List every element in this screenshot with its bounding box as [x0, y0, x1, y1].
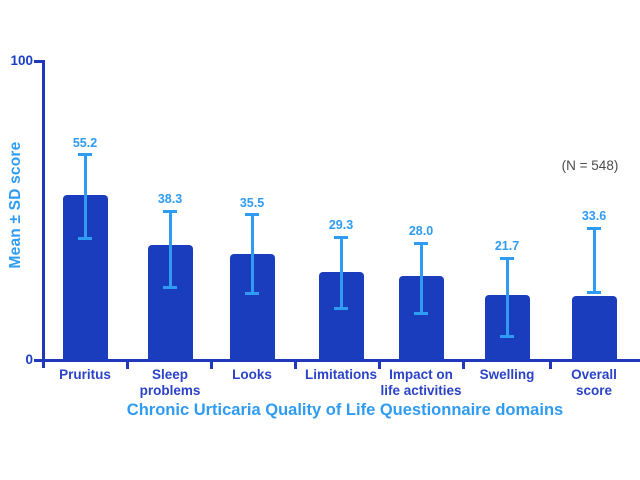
value-label-sleep: 38.3 — [157, 192, 183, 207]
category-label-impact-on: Impact on life activities — [380, 366, 462, 398]
error-bar-cap-bottom-overall — [587, 290, 601, 294]
error-bar-cap-top-overall — [587, 226, 601, 230]
value-label-overall: 33.6 — [581, 209, 607, 224]
category-label-limitations: Limitations — [304, 366, 377, 382]
value-label-limitations: 29.3 — [328, 218, 354, 233]
x-axis-title: Chronic Urticaria Quality of Life Questi… — [126, 401, 564, 419]
x-tick-mark — [461, 361, 465, 369]
error-bar-cap-bottom-impact-on — [414, 311, 428, 315]
error-bar-line-overall — [592, 228, 596, 293]
error-bar-cap-top-sleep — [163, 209, 177, 213]
error-bar-cap-top-swelling — [500, 256, 514, 260]
error-bar-line-swelling — [505, 258, 509, 337]
x-tick-mark — [293, 361, 297, 369]
y-tick-mark-0 — [34, 358, 43, 362]
category-label-looks: Looks — [232, 366, 272, 382]
error-bar-cap-bottom-swelling — [500, 334, 514, 338]
y-tick-label-100: 100 — [10, 53, 33, 68]
y-axis-line — [41, 59, 45, 368]
error-bar-line-looks — [250, 214, 254, 294]
error-bar-line-pruritus — [83, 154, 87, 238]
value-label-impact-on: 28.0 — [408, 224, 434, 239]
error-bar-cap-bottom-limitations — [334, 307, 348, 311]
sample-size-annotation: (N = 548) — [561, 158, 619, 173]
error-bar-cap-bottom-looks — [245, 292, 259, 296]
category-label-overall: Overall score — [571, 366, 617, 398]
error-bar-line-impact-on — [419, 243, 423, 314]
error-bar-cap-top-pruritus — [78, 153, 92, 157]
x-tick-mark — [125, 361, 129, 369]
error-bar-cap-top-looks — [245, 213, 259, 217]
bar-overall — [571, 296, 617, 360]
category-label-sleep: Sleep problems — [139, 366, 201, 398]
value-label-swelling: 21.7 — [494, 239, 520, 254]
y-tick-label-0: 0 — [25, 352, 33, 367]
y-axis-title: Mean ± SD score — [7, 141, 24, 269]
y-tick-mark-100 — [34, 59, 43, 63]
error-bar-line-sleep — [168, 211, 172, 288]
x-tick-mark — [209, 361, 213, 369]
error-bar-cap-bottom-pruritus — [78, 236, 92, 240]
category-label-swelling: Swelling — [479, 366, 535, 382]
error-bar-cap-top-limitations — [334, 235, 348, 239]
value-label-looks: 35.5 — [239, 195, 265, 210]
x-axis-line — [41, 358, 640, 362]
error-bar-line-limitations — [339, 237, 343, 309]
category-label-pruritus: Pruritus — [59, 366, 111, 382]
x-tick-mark — [377, 361, 381, 369]
value-label-pruritus: 55.2 — [72, 135, 98, 150]
error-bar-cap-bottom-sleep — [163, 286, 177, 290]
error-bar-cap-top-impact-on — [414, 241, 428, 245]
x-tick-mark — [548, 361, 552, 369]
